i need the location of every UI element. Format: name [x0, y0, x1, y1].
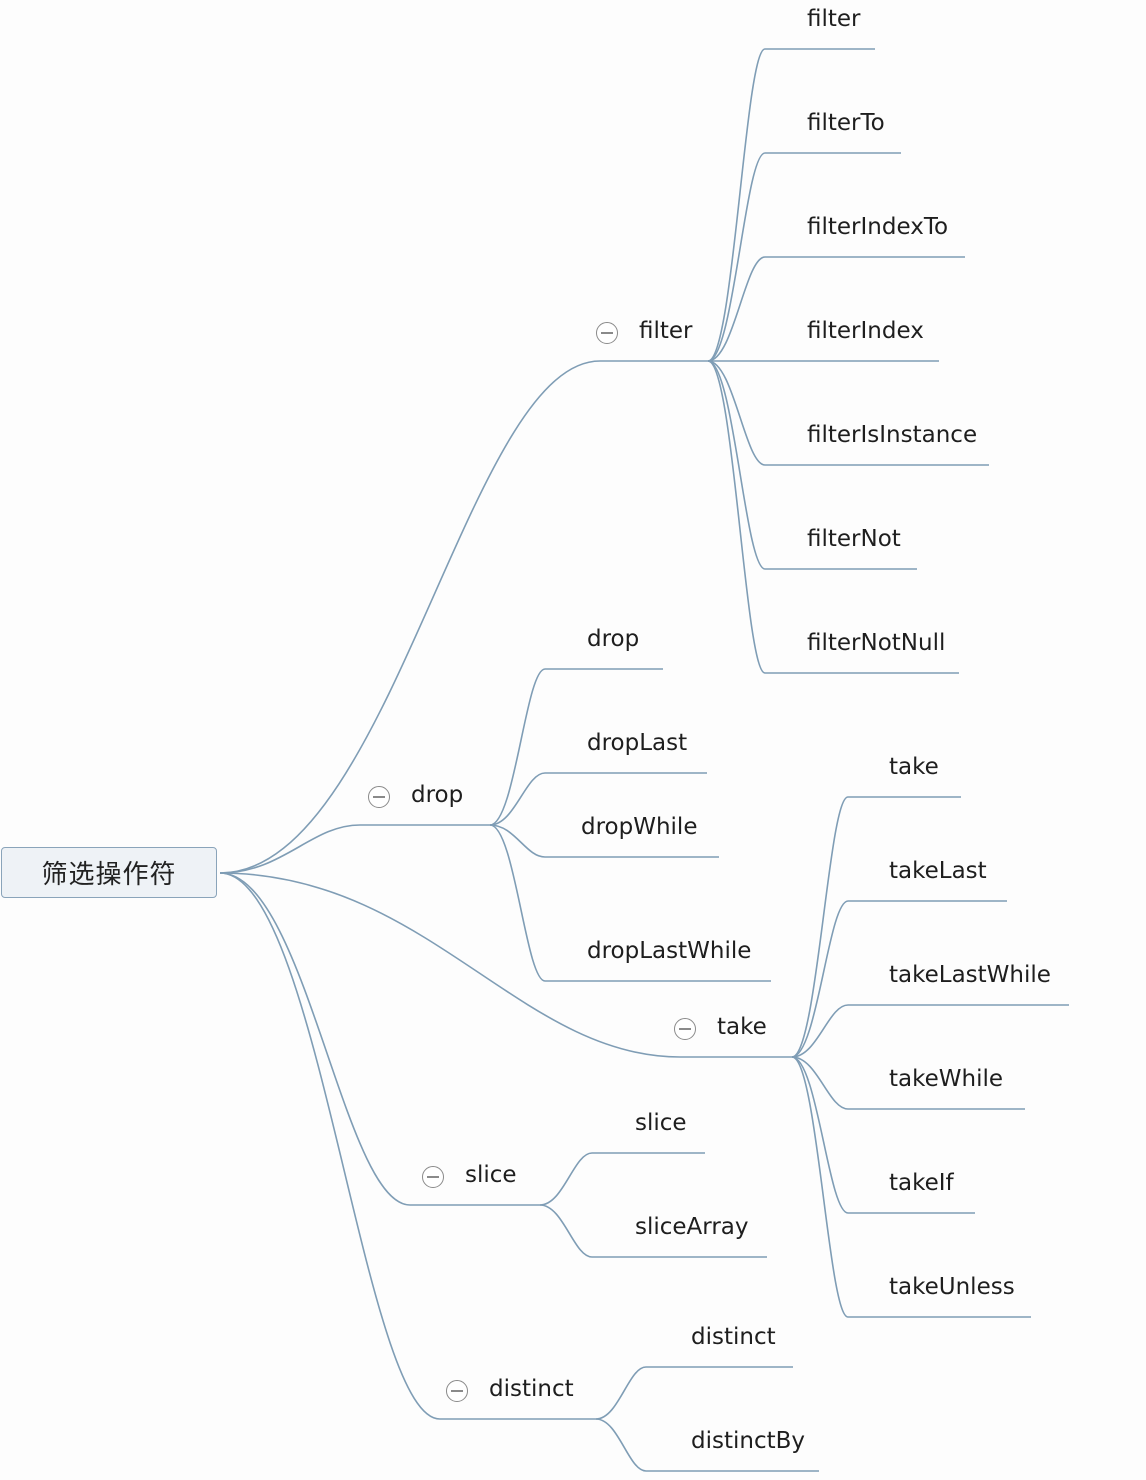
branch-distinct[interactable]: distinct — [489, 1376, 574, 1402]
leaf-drop[interactable]: drop — [587, 626, 640, 652]
branch-filter[interactable]: filter — [639, 318, 693, 344]
leaf-distinctBy[interactable]: distinctBy — [691, 1428, 806, 1454]
connector-drop-dropWhile — [489, 824, 719, 858]
drop-collapse-icon[interactable] — [368, 786, 390, 808]
root-label: 筛选操作符 — [41, 860, 177, 890]
connector-root-take — [219, 872, 792, 1058]
connector-filter-filterTo — [707, 152, 901, 362]
connector-drop-dropLastWhile — [489, 824, 771, 982]
leaf-filterNotNull[interactable]: filterNotNull — [807, 630, 946, 656]
connector-root-distinct — [219, 872, 596, 1420]
leaf-filterIsInstance[interactable]: filterIsInstance — [807, 422, 978, 448]
take-collapse-icon[interactable] — [674, 1018, 696, 1040]
leaf-filterIndex[interactable]: filterIndex — [807, 318, 924, 344]
connector-filter-filter — [707, 48, 875, 362]
leaf-takeWhile[interactable]: takeWhile — [889, 1066, 1004, 1092]
connector-take-takeIf — [791, 1056, 975, 1214]
root-node[interactable]: 筛选操作符 — [1, 847, 217, 898]
connector-take-takeUnless — [791, 1056, 1031, 1318]
leaf-takeUnless[interactable]: takeUnless — [889, 1274, 1015, 1300]
leaf-takeIf[interactable]: takeIf — [889, 1170, 954, 1196]
connector-slice-slice — [539, 1152, 705, 1206]
connector-root-drop — [219, 824, 490, 874]
leaf-filter[interactable]: filter — [807, 6, 861, 32]
leaf-dropLast[interactable]: dropLast — [587, 730, 688, 756]
leaf-takeLast[interactable]: takeLast — [889, 858, 987, 884]
branch-take[interactable]: take — [717, 1014, 767, 1040]
connector-drop-dropLast — [489, 772, 707, 826]
leaf-dropWhile[interactable]: dropWhile — [581, 814, 698, 840]
connector-filter-filterNot — [707, 360, 917, 570]
connector-drop-drop — [489, 668, 663, 826]
leaf-filterIndexTo[interactable]: filterIndexTo — [807, 214, 949, 240]
leaf-slice[interactable]: slice — [635, 1110, 687, 1136]
connector-filter-filterNotNull — [707, 360, 959, 674]
connector-filter-filterIndexTo — [707, 256, 965, 362]
leaf-dropLastWhile[interactable]: dropLastWhile — [587, 938, 752, 964]
connector-root-slice — [219, 872, 540, 1206]
connector-take-takeLastWhile — [791, 1004, 1069, 1058]
connector-take-takeWhile — [791, 1056, 1025, 1110]
connector-root-filter — [219, 360, 708, 874]
slice-collapse-icon[interactable] — [422, 1166, 444, 1188]
leaf-sliceArray[interactable]: sliceArray — [635, 1214, 749, 1240]
connector-filter-filterIsInstance — [707, 360, 989, 466]
branch-slice[interactable]: slice — [465, 1162, 517, 1188]
leaf-takeLastWhile[interactable]: takeLastWhile — [889, 962, 1051, 988]
leaf-take[interactable]: take — [889, 754, 939, 780]
leaf-distinct[interactable]: distinct — [691, 1324, 776, 1350]
connector-take-takeLast — [791, 900, 1007, 1058]
connector-distinct-distinct — [595, 1366, 793, 1420]
leaf-filterTo[interactable]: filterTo — [807, 110, 885, 136]
leaf-filterNot[interactable]: filterNot — [807, 526, 901, 552]
connector-distinct-distinctBy — [595, 1418, 819, 1472]
distinct-collapse-icon[interactable] — [446, 1380, 468, 1402]
branch-drop[interactable]: drop — [411, 782, 464, 808]
filter-collapse-icon[interactable] — [596, 322, 618, 344]
connector-take-take — [791, 796, 961, 1058]
connector-slice-sliceArray — [539, 1204, 767, 1258]
